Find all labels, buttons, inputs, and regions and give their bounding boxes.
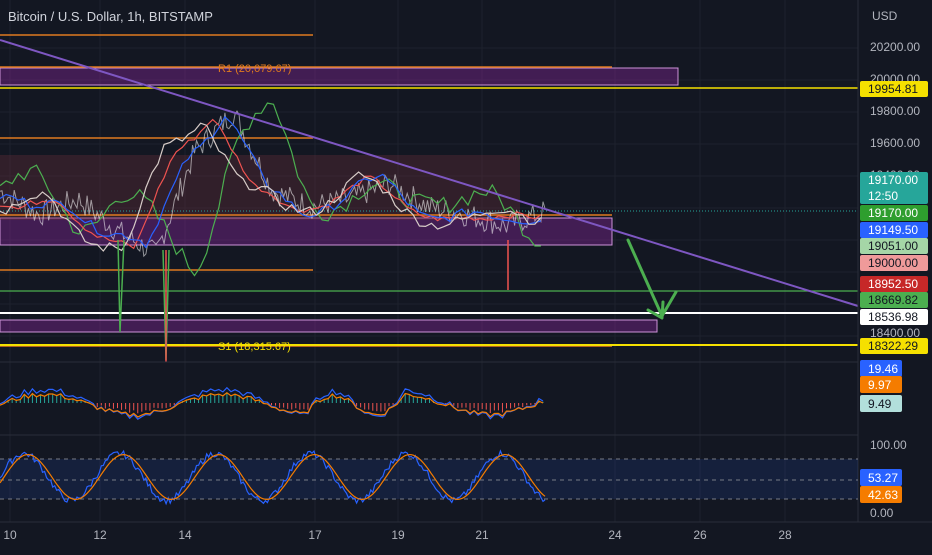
- price-series: [0, 102, 546, 362]
- s1-label: S1 (18,315.67): [218, 341, 291, 353]
- lagging-span-line: [0, 102, 541, 277]
- price-tag: 19000.00: [860, 255, 928, 271]
- arrow-head: [646, 300, 665, 320]
- price-tag: 18536.98: [860, 309, 928, 325]
- price-tags: 19954.81 19170.00 12:50 19170.00 19149.50 190…: [860, 81, 928, 503]
- red-wick-spikes: [165, 240, 509, 362]
- price-tick: 19800.00: [870, 104, 920, 118]
- price-tag: 18669.82: [860, 292, 928, 308]
- price-axis[interactable]: 20200.0020000.0019800.0019600.0019400.00…: [870, 40, 920, 520]
- time-tick-21: 21: [475, 528, 489, 542]
- macd-pane: [0, 386, 544, 420]
- indicator-tag-text: 9.97: [868, 378, 892, 392]
- price-tag: 19051.00: [860, 238, 928, 254]
- wick-spikes: [117, 239, 170, 361]
- stoch-band: [0, 459, 858, 499]
- grid: [0, 0, 858, 522]
- price-tag-text: 19149.50: [868, 223, 918, 237]
- price-tag-text: 19170.00: [868, 206, 918, 220]
- indicator-tag: 9.49: [860, 395, 902, 412]
- stochastic-pane: [0, 449, 858, 506]
- indicator-tag: 19.46: [860, 360, 902, 377]
- oscillator-tag: 42.63: [860, 486, 902, 503]
- price-tag-text: 18669.82: [868, 293, 918, 307]
- price-tag-text: 19170.00: [868, 173, 918, 187]
- time-tick-26: 26: [693, 528, 707, 542]
- consolidation-zone: [0, 217, 613, 246]
- price-tick: 18400.00: [870, 326, 920, 340]
- price-tag-countdown: 12:50: [868, 189, 898, 203]
- time-tick-12: 12: [93, 528, 107, 542]
- descending-trendline[interactable]: [0, 39, 859, 307]
- oscillator-tag: 53.27: [860, 469, 902, 486]
- price-tag-text: 19000.00: [868, 256, 918, 270]
- indicator-tag-text: 9.49: [868, 397, 892, 411]
- price-tag: 18952.50: [860, 276, 928, 292]
- price-tag: 19149.50: [860, 222, 928, 238]
- time-tick-14: 14: [178, 528, 192, 542]
- arrow-path: [626, 238, 678, 318]
- signal-line: [0, 391, 544, 418]
- currency-label: USD: [872, 9, 898, 23]
- zones: [0, 67, 679, 333]
- indicator-tag-text: 19.46: [868, 362, 898, 376]
- stoch-d-line: [0, 453, 546, 501]
- price-tag-text: 18322.29: [868, 339, 918, 353]
- time-tick-28: 28: [778, 528, 792, 542]
- price-tag: 19170.00 12:50: [860, 172, 928, 204]
- price-tick: 19600.00: [870, 136, 920, 150]
- price-tag: 19170.00: [860, 205, 928, 221]
- time-tick-19: 19: [391, 528, 405, 542]
- time-tick-17: 17: [308, 528, 322, 542]
- price-tag: 19954.81: [860, 81, 928, 97]
- time-tick-10: 10: [3, 528, 17, 542]
- oscillator-tag-text: 42.63: [868, 488, 898, 502]
- price-tag-text: 18952.50: [868, 277, 918, 291]
- price-tag-text: 19051.00: [868, 239, 918, 253]
- projection-arrow[interactable]: [626, 238, 678, 320]
- indicator-tag: 9.97: [860, 376, 902, 393]
- time-axis[interactable]: 10 12 14 17 19 21 24 26 28: [3, 528, 792, 542]
- price-tag-text: 19954.81: [868, 82, 918, 96]
- base-line: [0, 118, 542, 250]
- r1-label: R1 (20,079.67): [218, 63, 291, 75]
- osc-tick: 100.00: [870, 438, 907, 452]
- close-line: [0, 122, 542, 252]
- price-tag-text: 18536.98: [868, 310, 918, 324]
- resistance-zone: [0, 67, 679, 86]
- symbol-title[interactable]: Bitcoin / U.S. Dollar, 1h, BITSTAMP: [8, 9, 213, 24]
- osc-tick: 0.00: [870, 506, 894, 520]
- support-zone: [0, 319, 658, 333]
- price-tag: 18322.29: [860, 338, 928, 354]
- time-tick-24: 24: [608, 528, 622, 542]
- stoch-k-line: [0, 449, 546, 506]
- oscillator-tag-text: 53.27: [868, 471, 898, 485]
- price-tick: 20200.00: [870, 40, 920, 54]
